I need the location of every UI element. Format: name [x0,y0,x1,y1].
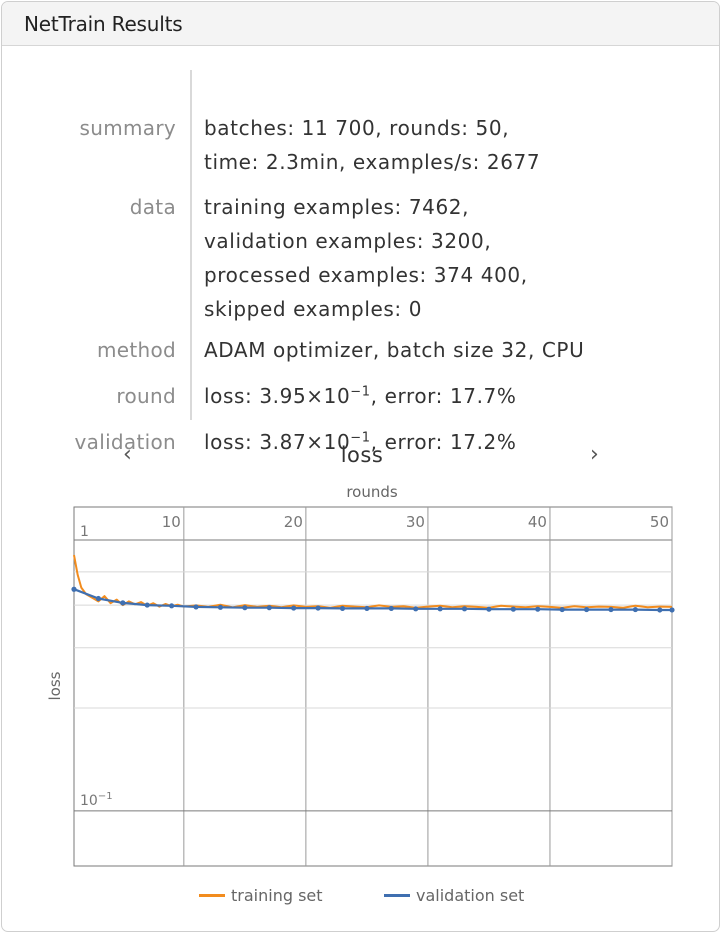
chart-legend: training set validation set [2,886,719,910]
validation-point [486,606,492,612]
validation-series-line [73,588,672,612]
validation-point [608,606,614,613]
x-tick-label: 1 [80,524,89,540]
summary-label: summary [79,116,176,140]
validation-point [242,605,248,611]
round-value: loss: 3.95×10−1, error: 17.7% [204,384,516,408]
validation-swatch-icon [384,894,410,897]
validation-point [583,606,590,613]
validation-base: 10 [323,430,351,454]
validation-point [461,606,468,612]
validation-value: loss: 3.87×10−1, error: 17.2% [204,430,516,454]
previous-metric-icon[interactable]: ‹ [123,442,132,467]
validation-point [632,606,638,613]
training-swatch-icon [199,894,225,897]
validation-point [339,605,346,612]
validation-point [315,605,321,611]
validation-point [193,604,199,610]
data-line-2: validation examples: 3200, [204,229,492,253]
validation-times: × [306,430,324,454]
round-base: 10 [323,384,351,408]
legend-item-validation[interactable]: validation set [384,886,524,905]
validation-point [559,606,565,613]
validation-point [657,607,663,613]
validation-point [388,605,394,612]
validation-point [364,605,370,612]
validation-point [291,605,297,611]
validation-point [535,606,541,612]
validation-point [510,606,516,612]
x-tick-label: 10 [162,513,181,531]
validation-label: validation [74,430,176,454]
x-tick-labels: 1 10 20 30 40 50 [80,513,669,540]
validation-loss-prefix: loss: [204,430,260,454]
plot-series [71,554,675,613]
y-tick-label: 10−1 [80,791,113,809]
validation-exponent: −1 [350,430,371,446]
plot-border [73,506,673,867]
data-line-3: processed examples: 374 400, [204,263,528,287]
current-metric-label: loss [340,443,384,467]
validation-point [217,604,224,610]
validation-point [669,607,675,613]
method-value: ADAM optimizer, batch size 32, CPU [204,338,585,362]
loss-chart[interactable]: rounds loss 1 10 20 30 40 50 10−1 [2,480,719,880]
metric-navigator: ‹ loss › [2,442,719,472]
y-tick-labels: 10−1 [80,791,113,809]
validation-point [95,595,102,602]
round-error: , error: 17.7% [370,384,517,408]
data-line-4: skipped examples: 0 [204,297,423,321]
plot-frame [73,506,673,867]
next-metric-icon[interactable]: › [590,442,599,467]
legend-training-label: training set [231,886,323,905]
round-label: round [116,384,176,408]
y-axis-label: loss [46,671,64,700]
summary-line-2: time: 2.3min, examples/s: 2677 [204,150,541,174]
validation-point [120,600,126,606]
validation-point [413,606,419,612]
validation-point [169,603,175,609]
method-label: method [96,338,176,362]
round-loss-mantissa: 3.95 [259,384,307,408]
summary-divider [190,70,192,420]
training-series-line [73,554,673,609]
validation-point [266,605,272,611]
x-axis-label: rounds [346,483,398,501]
validation-error: , error: 17.2% [370,430,517,454]
window-title: NetTrain Results [24,11,183,36]
validation-point [144,602,150,608]
validation-loss-mantissa: 3.87 [259,430,307,454]
validation-point [71,586,77,592]
round-times: × [306,384,324,408]
x-tick-label: 30 [406,513,425,531]
x-tick-label: 50 [650,513,669,531]
plot-gridlines [74,507,673,866]
validation-point [437,606,443,612]
round-exponent: −1 [350,384,371,400]
legend-item-training[interactable]: training set [199,886,323,905]
x-tick-label: 40 [528,513,547,531]
data-label: data [129,195,176,219]
summary-line-1: batches: 11 700, rounds: 50, [204,116,510,140]
round-loss-prefix: loss: [204,384,260,408]
legend-validation-label: validation set [416,886,525,905]
data-line-1: training examples: 7462, [204,195,470,219]
window-titlebar: NetTrain Results [2,2,719,46]
x-tick-label: 20 [284,513,303,531]
